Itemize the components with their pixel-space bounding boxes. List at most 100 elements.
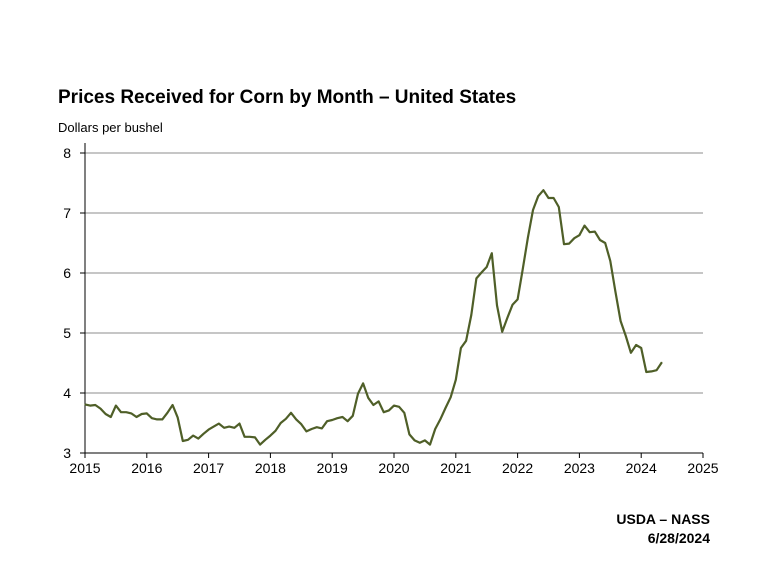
data-point <box>470 314 472 316</box>
data-point <box>640 347 642 349</box>
data-point <box>321 427 323 429</box>
data-point <box>403 412 405 414</box>
data-point <box>413 439 416 441</box>
data-point <box>517 298 519 300</box>
data-point <box>156 418 158 420</box>
data-point <box>135 416 138 418</box>
source-date: 6/28/2024 <box>648 530 710 546</box>
data-point <box>578 234 581 236</box>
data-point <box>388 409 390 411</box>
data-point <box>269 435 271 437</box>
data-point <box>223 427 225 429</box>
data-point <box>372 404 375 406</box>
data-point <box>506 317 508 319</box>
data-point <box>331 419 333 421</box>
data-point <box>115 405 117 407</box>
data-point <box>650 370 653 372</box>
data-point <box>161 418 163 420</box>
source-agency: USDA – NASS <box>616 511 710 527</box>
data-point <box>120 411 122 413</box>
y-tick-label: 7 <box>63 205 71 221</box>
data-point <box>377 400 380 402</box>
data-point <box>383 411 385 413</box>
data-point <box>661 361 663 363</box>
data-point <box>583 225 586 227</box>
y-tick-label: 6 <box>63 265 71 281</box>
data-point <box>537 195 539 197</box>
data-point <box>110 416 112 418</box>
data-point <box>625 335 627 337</box>
data-point <box>450 396 452 398</box>
data-point <box>197 438 199 440</box>
data-point <box>238 423 241 425</box>
y-axis-unit-label: Dollars per bushel <box>58 120 163 135</box>
y-tick-label: 5 <box>63 325 71 341</box>
data-point <box>434 428 436 430</box>
data-point <box>398 406 400 408</box>
data-point <box>151 417 153 419</box>
data-point <box>599 239 601 241</box>
data-point <box>501 331 503 333</box>
data-point <box>553 197 555 199</box>
data-point <box>347 420 349 422</box>
x-tick-label: 2021 <box>440 460 471 476</box>
data-point <box>130 412 132 414</box>
data-point <box>171 404 174 406</box>
x-tick-label: 2022 <box>502 460 533 476</box>
data-point <box>99 408 102 410</box>
data-point <box>614 291 617 293</box>
data-point <box>486 266 488 268</box>
x-tick-label: 2023 <box>564 460 595 476</box>
data-point <box>141 413 143 415</box>
data-point <box>316 426 318 428</box>
data-point <box>213 426 215 428</box>
data-point <box>146 412 148 414</box>
data-point <box>254 436 256 438</box>
data-point <box>249 436 251 438</box>
data-point <box>542 189 544 191</box>
data-point <box>475 277 477 279</box>
data-point <box>527 237 529 239</box>
data-point <box>609 260 611 262</box>
data-point <box>558 206 560 208</box>
data-point <box>444 407 447 409</box>
data-point <box>630 352 632 354</box>
data-point <box>228 426 230 428</box>
data-point <box>259 444 261 446</box>
data-point <box>357 393 359 395</box>
data-point <box>244 436 246 438</box>
data-point <box>290 412 292 414</box>
data-point <box>589 231 591 233</box>
data-point <box>300 423 302 425</box>
data-point <box>491 252 493 254</box>
data-point <box>419 442 421 444</box>
data-point <box>532 209 534 211</box>
data-point <box>104 413 107 415</box>
data-point <box>341 416 344 418</box>
data-point <box>311 428 313 430</box>
x-tick-label: 2015 <box>69 460 100 476</box>
data-point <box>89 405 91 407</box>
data-point <box>393 405 395 407</box>
data-point <box>465 340 467 342</box>
data-point <box>362 382 364 384</box>
axes <box>80 143 704 458</box>
data-point <box>208 429 210 431</box>
x-tick-label: 2024 <box>626 460 657 476</box>
x-tick-labels: 2015 2016 2017 2018 2019 2020 2021 2022 2023 2024… <box>69 460 718 476</box>
data-point <box>94 404 96 406</box>
grid-lines <box>85 152 703 394</box>
data-point <box>573 237 575 239</box>
y-tick-label: 8 <box>63 145 71 161</box>
data-point <box>84 403 86 405</box>
x-tick-label: 2018 <box>255 460 286 476</box>
data-point <box>352 415 354 417</box>
data-point <box>620 320 622 322</box>
data-point <box>594 231 596 233</box>
data-point <box>166 412 168 414</box>
x-tick-label: 2017 <box>193 460 224 476</box>
data-point <box>511 304 514 306</box>
data-point <box>568 243 570 245</box>
data-point <box>326 420 328 422</box>
chart-title: Prices Received for Corn by Month – Unit… <box>58 87 516 108</box>
